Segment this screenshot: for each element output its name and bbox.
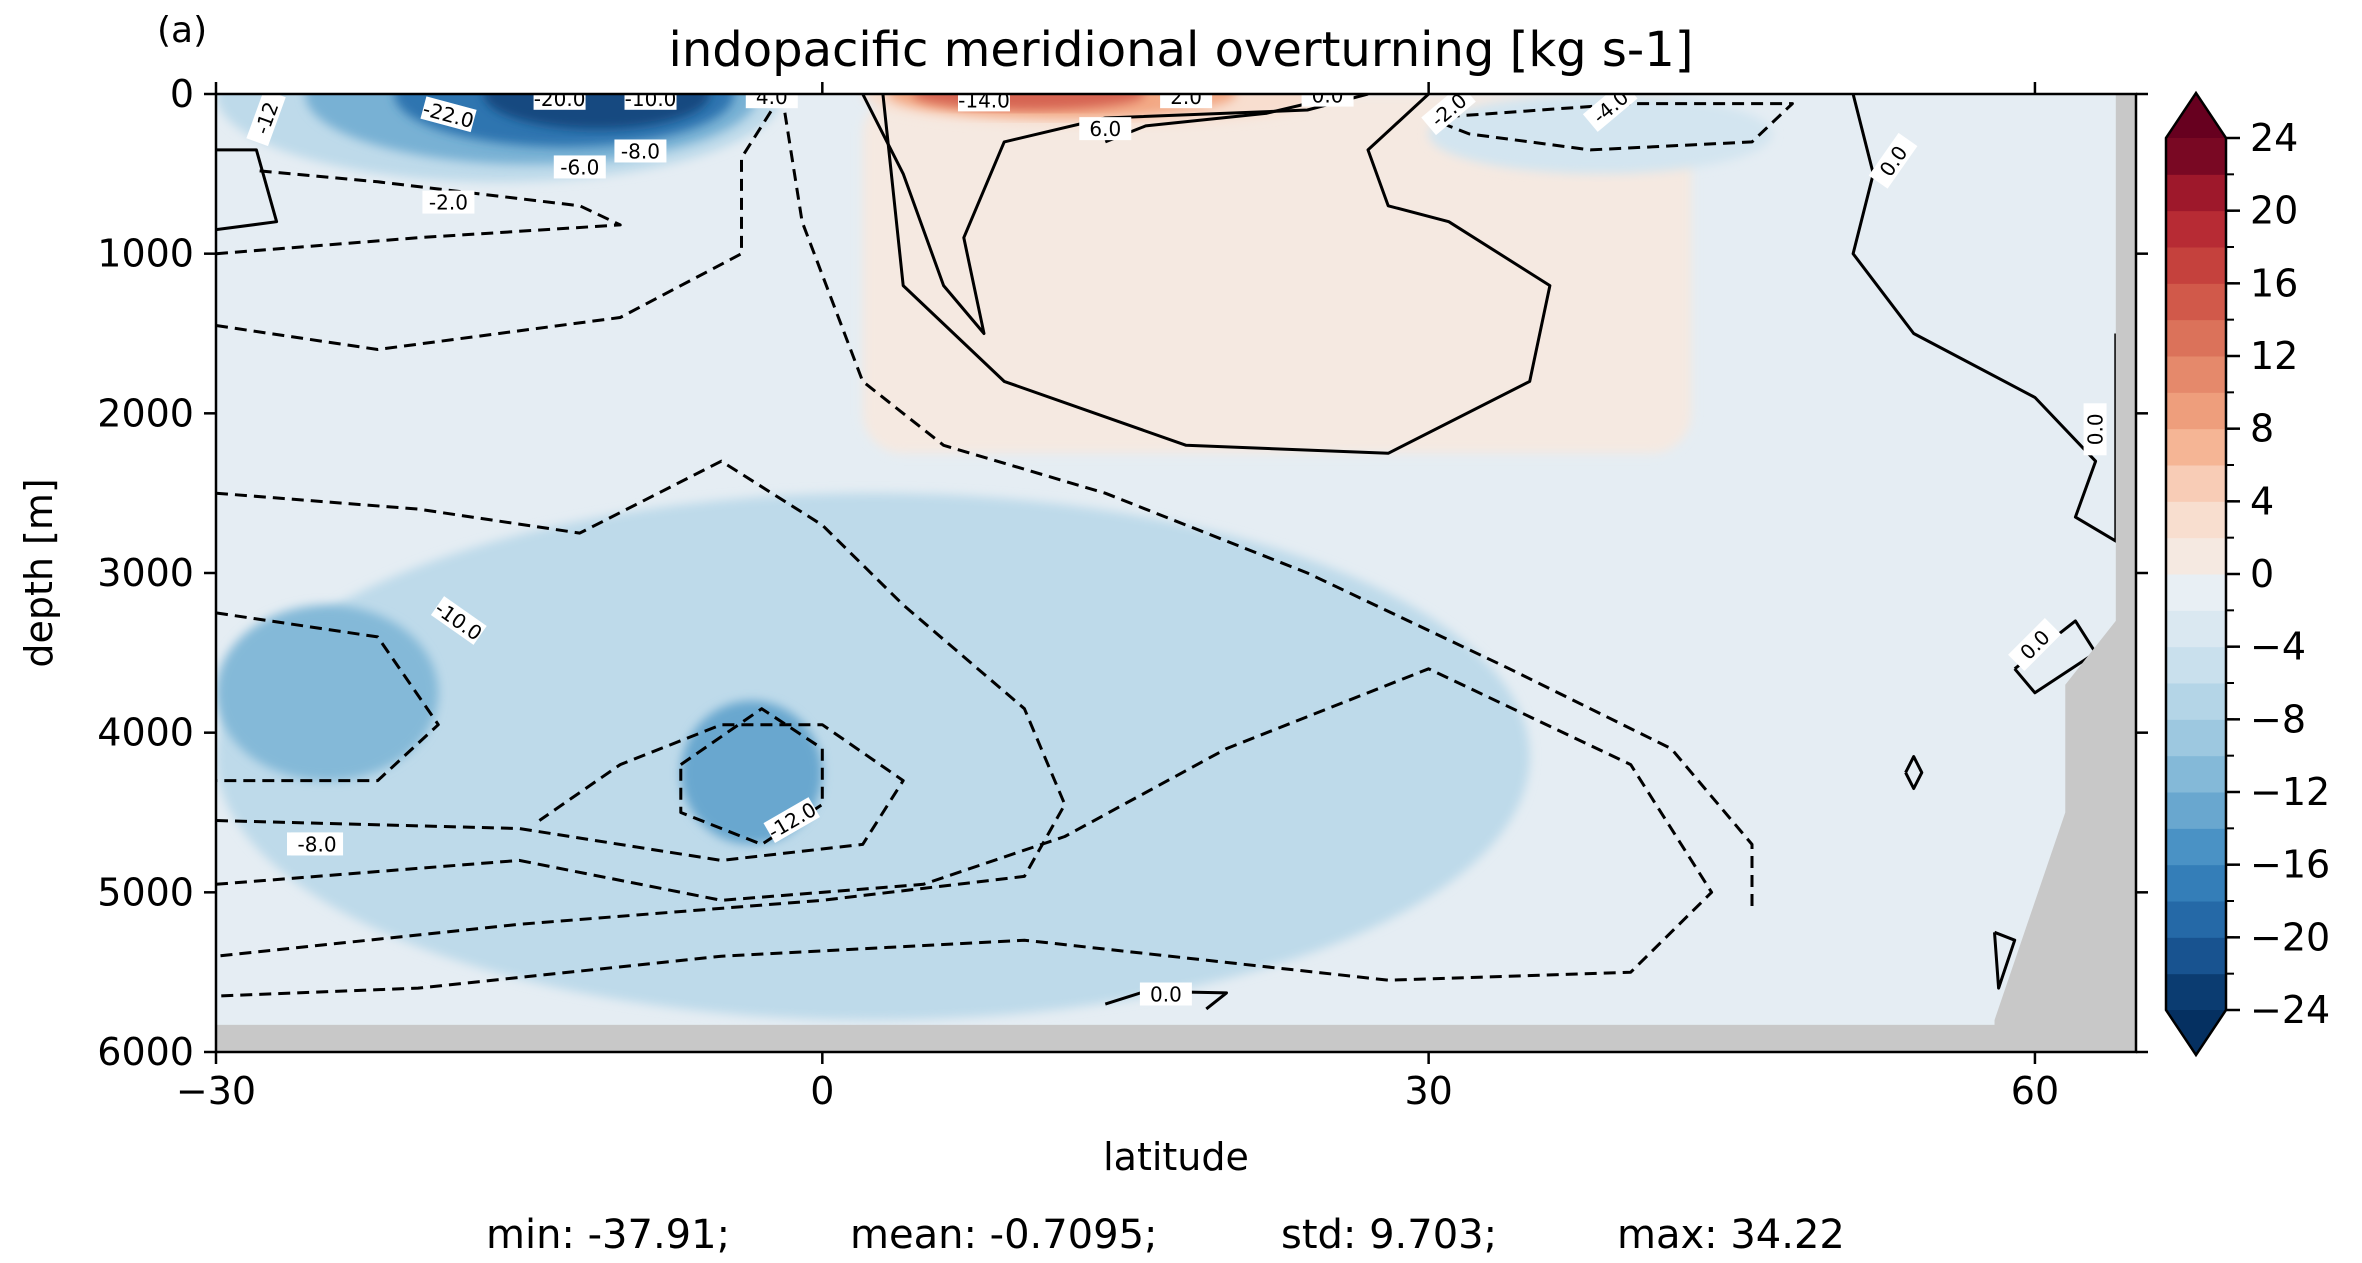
colorbar-tick-label: 16 xyxy=(2250,261,2298,305)
contour-label: -10.0 xyxy=(625,87,677,111)
colorbar-level xyxy=(2166,283,2226,320)
colorbar-level xyxy=(2166,937,2226,974)
y-tick-label: 2000 xyxy=(97,391,194,435)
colorbar-level xyxy=(2166,392,2226,429)
colorbar-level xyxy=(2166,501,2226,538)
colorbar-tick-label: −24 xyxy=(2250,988,2330,1032)
contour-label-text: -10.0 xyxy=(625,87,677,111)
seafloor-mask xyxy=(216,1025,2136,1052)
colorbar-tick-label: 20 xyxy=(2250,189,2298,233)
colorbar-tick-label: 0 xyxy=(2250,552,2274,596)
colorbar-level xyxy=(2166,683,2226,720)
y-tick-label: 6000 xyxy=(97,1030,194,1074)
contour-label: -8.0 xyxy=(614,139,666,163)
contour-label-text: 0.0 xyxy=(1312,84,1344,108)
colorbar-tick-label: 24 xyxy=(2250,116,2298,160)
contour-label-text: 4.0 xyxy=(756,85,788,109)
colorbar-level xyxy=(2166,865,2226,902)
contour-label-text: 0.0 xyxy=(1150,983,1182,1007)
y-tick-label: 4000 xyxy=(97,711,194,755)
stat-mean: mean: -0.7095; xyxy=(850,1212,1158,1258)
colorbar-level xyxy=(2166,138,2226,175)
contour-label: 6.0 xyxy=(1079,117,1131,141)
contour-label: 0.0 xyxy=(2084,403,2108,455)
colorbar-tick-label: −20 xyxy=(2250,915,2330,959)
contour-label: 0.0 xyxy=(1302,84,1354,108)
colorbar-extend-min xyxy=(2166,1010,2226,1055)
contour-label-text: -2.0 xyxy=(429,191,468,215)
colorbar-level xyxy=(2166,247,2226,284)
colorbar-level xyxy=(2166,429,2226,466)
colorbar-tick-label: −12 xyxy=(2250,770,2330,814)
colorbar-tick-label: 12 xyxy=(2250,334,2298,378)
colorbar-level xyxy=(2166,356,2226,393)
field-deep_negative_cell xyxy=(216,493,1530,1020)
contour-label: 4.0 xyxy=(746,85,798,109)
colorbar-level xyxy=(2166,719,2226,756)
contour-label: -6.0 xyxy=(554,155,606,179)
stat-std: std: 9.703; xyxy=(1281,1212,1497,1258)
colorbar-level xyxy=(2166,828,2226,865)
colorbar-level xyxy=(2166,538,2226,575)
colorbar-tick-label: −8 xyxy=(2250,697,2306,741)
contour-label-text: -14.0 xyxy=(958,88,1010,112)
x-tick-label: 60 xyxy=(2011,1069,2059,1113)
y-axis-label: depth [m] xyxy=(17,478,61,667)
y-tick-label: 5000 xyxy=(97,870,194,914)
contour-label: -8.0 xyxy=(291,832,343,856)
y-tick-label: 3000 xyxy=(97,551,194,595)
y-tick-label: 0 xyxy=(170,72,194,116)
contour-label-text: -20.0 xyxy=(534,87,586,111)
contour-label: -20.0 xyxy=(534,87,586,111)
contour-label: 2.0 xyxy=(1160,85,1212,109)
colorbar-tick-label: −4 xyxy=(2250,625,2306,669)
y-tick-label: 1000 xyxy=(97,232,194,276)
colorbar-tick-label: 4 xyxy=(2250,479,2274,523)
colorbar-tick-label: −16 xyxy=(2250,843,2330,887)
contour-label-text: -6.0 xyxy=(560,155,599,179)
filled-contour-field xyxy=(216,6,2136,1052)
stat-min: min: -37.91; xyxy=(486,1212,730,1258)
colorbar-level xyxy=(2166,174,2226,211)
colorbar-tick-label: 8 xyxy=(2250,407,2274,451)
contour-label: 0.0 xyxy=(1140,983,1192,1007)
colorbar-level xyxy=(2166,901,2226,938)
colorbar-level xyxy=(2166,320,2226,357)
contour-label: -14.0 xyxy=(958,88,1010,112)
colorbar-level xyxy=(2166,610,2226,647)
colorbar-level xyxy=(2166,647,2226,684)
colorbar-extend-max xyxy=(2166,93,2226,138)
x-tick-label: 30 xyxy=(1404,1069,1452,1113)
colorbar: 24 20 16 12 8 4 0 −4 −8 −12 −16 −20 −24 xyxy=(2166,93,2330,1055)
contour-label-text: -8.0 xyxy=(621,139,660,163)
x-tick-label: −30 xyxy=(176,1069,256,1113)
colorbar-level xyxy=(2166,211,2226,248)
contour-label-text: -8.0 xyxy=(298,832,337,856)
contour-label-text: 2.0 xyxy=(1170,85,1202,109)
contour-label-text: 0.0 xyxy=(2084,413,2108,445)
colorbar-level xyxy=(2166,792,2226,829)
x-axis-label: latitude xyxy=(1103,1135,1249,1179)
stat-max: max: 34.22 xyxy=(1617,1212,1845,1258)
contour-label-text: 6.0 xyxy=(1089,117,1121,141)
colorbar-level xyxy=(2166,974,2226,1011)
colorbar-level xyxy=(2166,465,2226,502)
x-tick-label: 0 xyxy=(810,1069,834,1113)
colorbar-level xyxy=(2166,574,2226,611)
colorbar-level xyxy=(2166,756,2226,793)
contour-label: -2.0 xyxy=(422,191,474,215)
